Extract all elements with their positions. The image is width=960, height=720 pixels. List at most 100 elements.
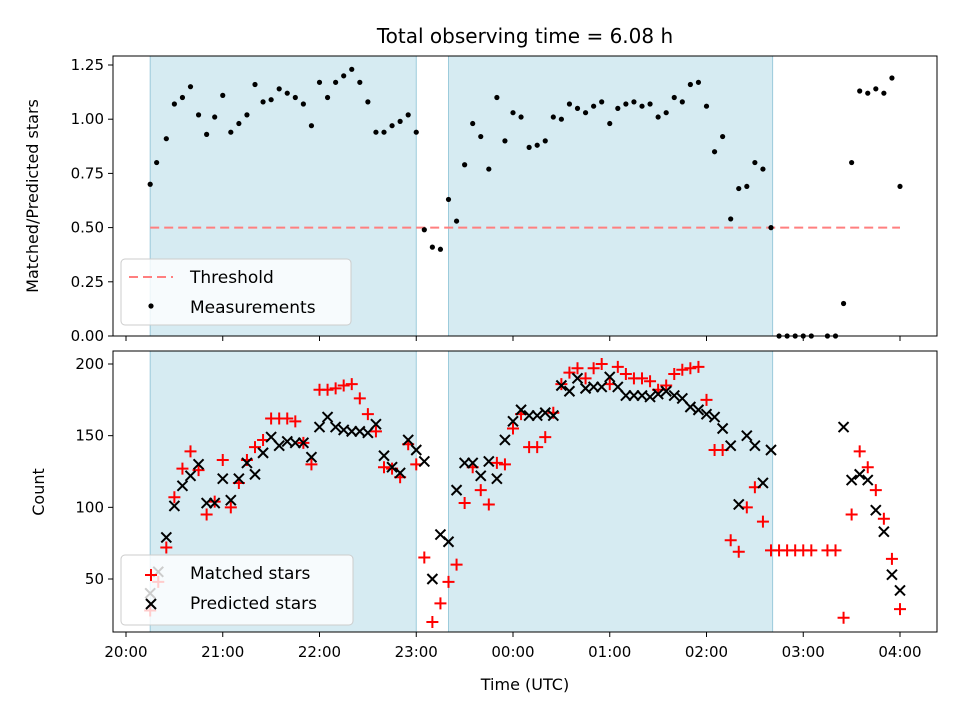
predicted-star-marker — [845, 474, 858, 486]
measurement-point — [284, 90, 290, 96]
matched-star-marker — [361, 408, 374, 421]
predicted-star-marker — [644, 391, 656, 403]
bottom-panel: 50 100 150 200 20:00 21:00 22:00 23:00 00:00 01:… — [29, 350, 938, 694]
matched-star-marker — [579, 372, 592, 385]
measurement-point — [316, 79, 323, 85]
measurement-point — [542, 138, 548, 144]
measurement-point — [518, 114, 524, 120]
y-tick-label: 200 — [75, 355, 104, 373]
predicted-star-marker — [233, 472, 245, 485]
predicted-star-marker — [724, 439, 737, 452]
legend-predicted-swatch — [145, 598, 157, 610]
x-tick-label: 02:00 — [685, 643, 728, 661]
x-tick-label: 21:00 — [201, 643, 244, 661]
measurement-point — [195, 112, 202, 118]
matched-star-marker — [660, 379, 673, 392]
predicted-star-marker — [297, 437, 310, 449]
matched-star-marker — [482, 498, 495, 511]
y-tick-label: 150 — [75, 427, 104, 445]
matched-star-marker — [555, 378, 568, 391]
x-tick-label: 23:00 — [395, 643, 438, 661]
measurement-point — [881, 90, 887, 96]
top-panel: 0.00 0.25 0.50 0.75 1.00 1.25 Matched/Predict… — [23, 55, 938, 345]
predicted-star-marker — [547, 409, 560, 422]
matched-star-marker — [249, 441, 261, 454]
predicted-star-marker — [604, 371, 616, 383]
measurement-point — [381, 129, 387, 135]
top-legend-box — [120, 258, 352, 326]
measurement-point — [703, 103, 710, 109]
matched-star-marker — [894, 603, 906, 616]
matched-star-marker — [595, 358, 608, 370]
measurement-point — [550, 114, 556, 120]
predicted-star-marker — [668, 389, 680, 402]
observing-interval — [448, 56, 773, 336]
matched-star-marker — [724, 534, 737, 547]
measurement-point — [687, 81, 693, 88]
top-y-axis-label: Matched/Predicted stars — [23, 99, 42, 293]
measurement-point — [574, 105, 581, 111]
measurement-point — [445, 196, 452, 203]
x-tick-label: 01:00 — [588, 643, 631, 661]
matched-star-marker — [474, 484, 487, 497]
x-tick-label: 22:00 — [298, 643, 341, 661]
x-tick-label: 20:00 — [104, 643, 147, 661]
measurement-point — [607, 120, 613, 127]
measurement-point — [857, 88, 863, 94]
measurement-point — [204, 131, 210, 137]
predicted-star-marker — [442, 536, 455, 548]
measurement-point — [502, 138, 508, 144]
measurement-point — [647, 101, 653, 107]
measurement-point — [582, 110, 589, 116]
measurement-point — [695, 79, 702, 85]
measurement-point — [147, 181, 153, 187]
measurement-point — [623, 101, 629, 107]
measurement-point — [236, 120, 242, 127]
predicted-star-marker — [878, 525, 890, 538]
predicted-star-marker — [483, 455, 495, 468]
measurement-point — [849, 159, 855, 166]
measurement-point — [752, 159, 758, 166]
matched-star-marker — [450, 558, 463, 571]
matched-star-marker — [353, 392, 366, 405]
matched-star-marker — [563, 366, 576, 379]
measurement-point — [889, 75, 895, 81]
predicted-star-marker — [652, 388, 664, 400]
predicted-star-marker — [837, 421, 850, 433]
predicted-star-marker — [466, 457, 479, 469]
matched-star-marker — [281, 412, 294, 425]
matched-star-marker — [587, 362, 600, 375]
matched-star-marker — [885, 552, 898, 565]
y-tick-label: 1.00 — [71, 110, 104, 128]
predicted-star-marker — [757, 477, 769, 489]
measurement-point — [300, 101, 306, 107]
matched-star-marker — [877, 512, 890, 525]
y-tick-label: 0.50 — [71, 219, 104, 237]
matched-star-marker — [869, 484, 882, 497]
predicted-star-marker — [708, 411, 721, 423]
matched-star-marker — [636, 372, 648, 385]
measurement-point — [679, 99, 685, 105]
predicted-star-marker — [225, 494, 237, 506]
matched-star-marker — [805, 544, 818, 557]
predicted-star-marker — [192, 458, 205, 471]
measurement-point — [357, 79, 363, 85]
measurement-point — [187, 84, 194, 90]
x-tick-label: 03:00 — [782, 643, 825, 661]
predicted-star-marker — [563, 385, 576, 397]
measurement-point — [268, 97, 274, 103]
y-tick-label: 0.75 — [71, 164, 104, 182]
measurement-point — [333, 79, 339, 85]
measurement-point — [631, 99, 637, 105]
measurement-point — [671, 94, 677, 101]
measurement-point — [865, 90, 871, 96]
predicted-star-marker — [378, 450, 390, 462]
measurement-point — [154, 159, 160, 166]
predicted-star-marker — [305, 451, 318, 463]
predicted-star-marker — [394, 467, 406, 479]
measurement-point — [462, 162, 468, 168]
top-x-ticks — [125, 336, 901, 341]
y-tick-label: 0.00 — [71, 327, 104, 345]
predicted-star-marker — [499, 434, 511, 446]
measurement-point — [768, 225, 774, 231]
